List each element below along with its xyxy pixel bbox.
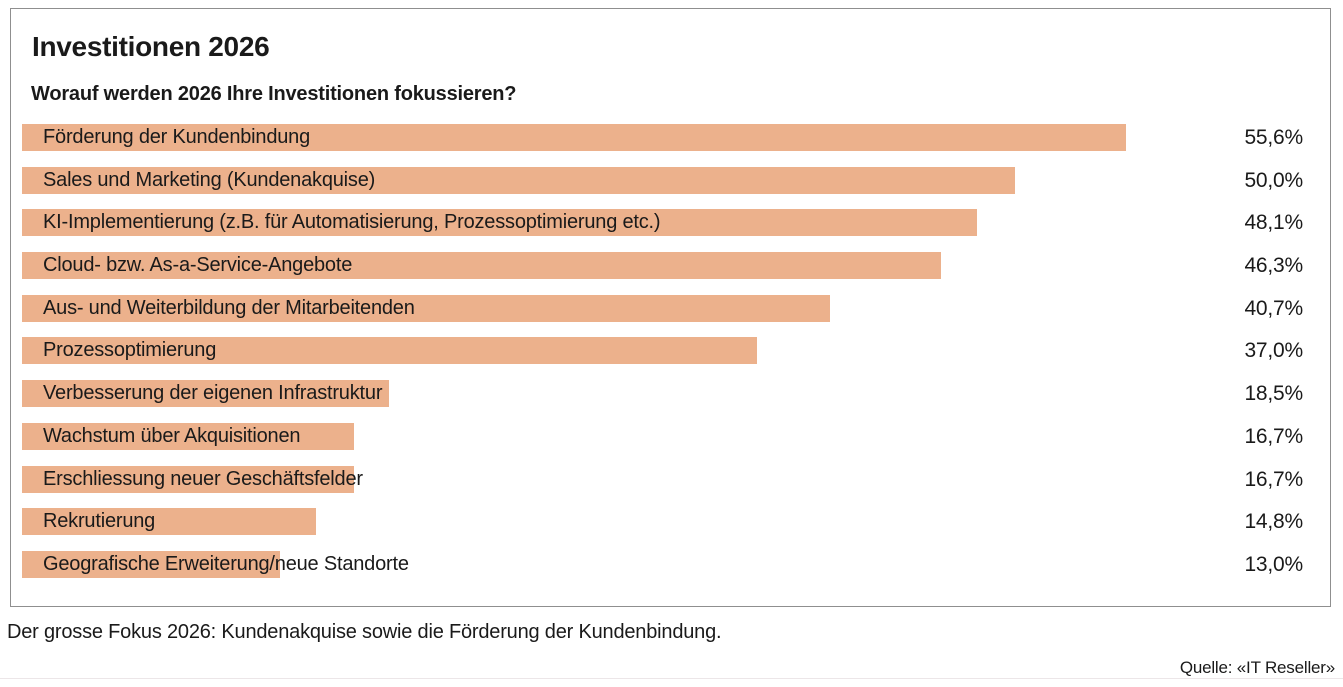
bar-category-label: Wachstum über Akquisitionen [43, 424, 301, 447]
bar-row: Wachstum über Akquisitionen 16,7% [22, 422, 1329, 450]
bar [22, 422, 354, 450]
bar-row: Prozessoptimierung 37,0% [22, 337, 1329, 365]
bar-row: Cloud- bzw. As-a-Service-Angebote 46,3% [22, 252, 1329, 280]
bar-value-label: 37,0% [1244, 339, 1303, 363]
bar-value-label: 14,8% [1244, 510, 1303, 534]
bar [22, 508, 316, 536]
bar [22, 124, 1126, 151]
chart-question: Worauf werden 2026 Ihre Investitionen fo… [31, 83, 517, 105]
bar [22, 294, 830, 322]
bar-row: Förderung der Kundenbindung 55,6% [22, 124, 1329, 151]
bar-row: Geografische Erweiterung/neue Standorte … [22, 550, 1329, 578]
chart-panel: Investitionen 2026 Worauf werden 2026 Ih… [10, 8, 1331, 607]
bar-value-label: 55,6% [1244, 126, 1303, 149]
bar-value-label: 40,7% [1244, 296, 1303, 320]
bar-category-label: Verbesserung der eigenen Infrastruktur [43, 382, 383, 405]
bar [22, 465, 354, 493]
bar-value-label: 16,7% [1244, 424, 1303, 448]
bar-category-label: Erschliessung neuer Geschäftsfelder [43, 467, 363, 490]
bar-value-label: 13,0% [1244, 552, 1303, 576]
chart-caption: Der grosse Fokus 2026: Kundenakquise sow… [7, 621, 722, 643]
bar-category-label: Prozessoptimierung [43, 339, 217, 362]
bar-value-label: 48,1% [1244, 211, 1303, 235]
bar-category-label: Geografische Erweiterung/neue Standorte [43, 552, 409, 575]
bar-value-label: 50,0% [1244, 168, 1303, 192]
bar [22, 209, 977, 237]
bar-value-label: 18,5% [1244, 382, 1303, 406]
bar-value-label: 16,7% [1244, 467, 1303, 491]
bar-category-label: Sales und Marketing (Kundenakquise) [43, 168, 376, 191]
bar [22, 380, 390, 408]
bar [22, 337, 757, 365]
bar-category-label: Förderung der Kundenbindung [43, 126, 311, 148]
bar-row: Sales und Marketing (Kundenakquise) 50,0… [22, 166, 1329, 194]
bar [22, 550, 281, 578]
bar [22, 166, 1015, 194]
bar-category-label: Rekrutierung [43, 510, 156, 533]
bar-row: Rekrutierung 14,8% [22, 508, 1329, 536]
bar-value-label: 46,3% [1244, 254, 1303, 278]
bar-category-label: Cloud- bzw. As-a-Service-Angebote [43, 254, 353, 277]
bar-chart: Förderung der Kundenbindung 55,6% Sales … [22, 124, 1329, 594]
source-credit: Quelle: «IT Reseller» [1179, 658, 1335, 677]
bar [22, 252, 942, 280]
bar-row: KI-Implementierung (z.B. für Automatisie… [22, 209, 1329, 237]
bar-category-label: KI-Implementierung (z.B. für Automatisie… [43, 211, 661, 234]
bar-row: Verbesserung der eigenen Infrastruktur 1… [22, 380, 1329, 408]
bottom-divider [0, 678, 1343, 679]
bar-row: Erschliessung neuer Geschäftsfelder 16,7… [22, 465, 1329, 493]
bar-category-label: Aus- und Weiterbildung der Mitarbeitende… [43, 296, 415, 319]
bar-row: Aus- und Weiterbildung der Mitarbeitende… [22, 294, 1329, 322]
chart-title: Investitionen 2026 [32, 31, 270, 62]
